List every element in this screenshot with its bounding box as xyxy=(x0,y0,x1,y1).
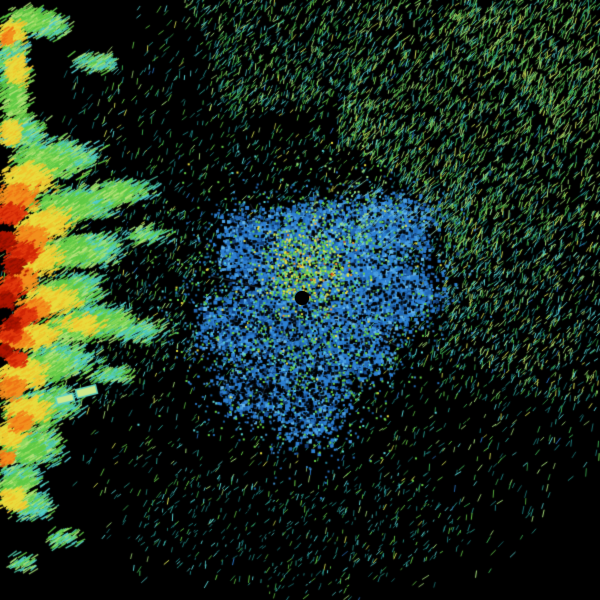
radar-site-marker xyxy=(295,291,309,305)
